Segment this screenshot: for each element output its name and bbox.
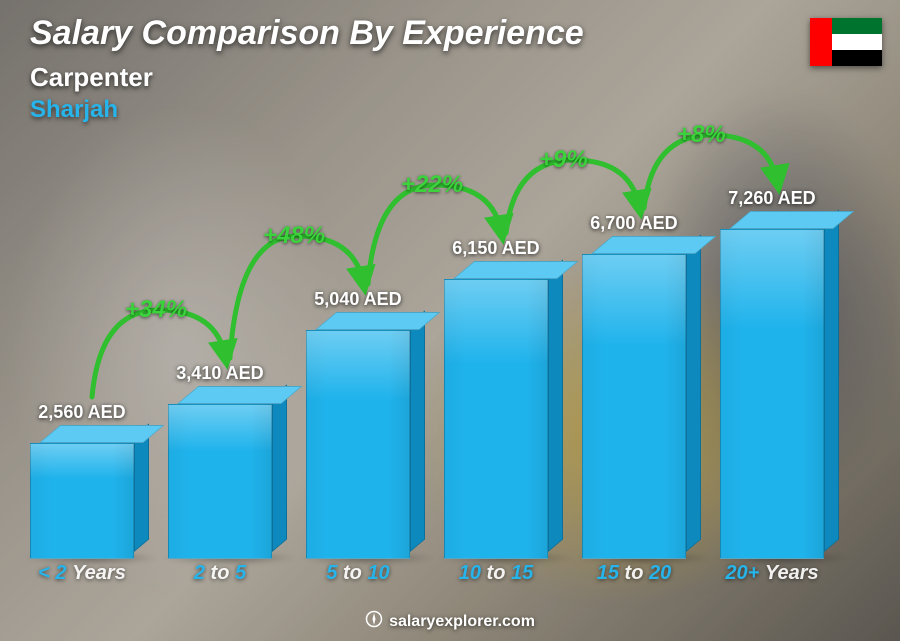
bar-body	[168, 404, 272, 559]
bar-top	[591, 236, 716, 254]
increase-pct-label: +8%	[677, 121, 726, 149]
footer-text: salaryexplorer.com	[389, 613, 535, 630]
bar-front	[720, 229, 824, 559]
increase-pct-label: +48%	[263, 222, 325, 250]
bar-4: 6,700 AED15 to 20	[582, 220, 686, 585]
bar-front	[582, 254, 686, 559]
bar-front	[306, 330, 410, 559]
bar-1: 3,410 AED2 to 5	[168, 370, 272, 585]
compass-icon	[365, 610, 383, 628]
increase-pct-label: +9%	[539, 146, 588, 174]
flag-hoist	[810, 18, 832, 66]
content-layer: Salary Comparison By Experience Carpente…	[0, 0, 900, 641]
page-title: Salary Comparison By Experience	[30, 14, 584, 53]
bar-body	[582, 254, 686, 559]
bar-value-label: 7,260 AED	[699, 188, 845, 209]
increase-pct-label: +34%	[125, 296, 187, 324]
salary-bar-chart: 2,560 AED< 2 Years3,410 AED2 to 55,040 A…	[30, 105, 850, 585]
bar-value-label: 3,410 AED	[147, 363, 293, 384]
bar-side	[686, 234, 701, 552]
bar-side	[272, 384, 287, 552]
bar-category-label: 10 to 15	[423, 562, 569, 585]
bar-value-label: 5,040 AED	[285, 289, 431, 310]
bar-value-label: 6,150 AED	[423, 238, 569, 259]
bar-body	[720, 229, 824, 559]
bar-5: 7,260 AED20+ Years	[720, 195, 824, 585]
bar-body	[30, 443, 134, 559]
bar-body	[306, 330, 410, 559]
bar-category-label: 5 to 10	[285, 562, 431, 585]
bar-category-label: 15 to 20	[561, 562, 707, 585]
bar-front	[168, 404, 272, 559]
bar-front	[30, 443, 134, 559]
infographic-stage: Salary Comparison By Experience Carpente…	[0, 0, 900, 641]
bar-category-label: 2 to 5	[147, 562, 293, 585]
bar-category-label: 20+ Years	[699, 562, 845, 585]
bar-side	[548, 259, 563, 552]
bar-body	[444, 279, 548, 559]
page-subtitle: Carpenter	[30, 62, 153, 93]
bar-side	[824, 209, 839, 552]
bar-side	[410, 310, 425, 552]
bar-top	[315, 312, 440, 330]
increase-pct-label: +22%	[401, 171, 463, 199]
bar-category-label: < 2 Years	[9, 562, 155, 585]
bar-top	[729, 211, 854, 229]
bar-top	[453, 261, 578, 279]
bar-value-label: 2,560 AED	[9, 402, 155, 423]
bar-front	[444, 279, 548, 559]
bar-0: 2,560 AED< 2 Years	[30, 409, 134, 585]
uae-flag-icon	[810, 18, 882, 66]
bar-top	[39, 425, 164, 443]
bar-3: 6,150 AED10 to 15	[444, 245, 548, 585]
bar-value-label: 6,700 AED	[561, 213, 707, 234]
footer: salaryexplorer.com	[0, 610, 900, 631]
bar-2: 5,040 AED5 to 10	[306, 296, 410, 585]
bar-top	[177, 386, 302, 404]
